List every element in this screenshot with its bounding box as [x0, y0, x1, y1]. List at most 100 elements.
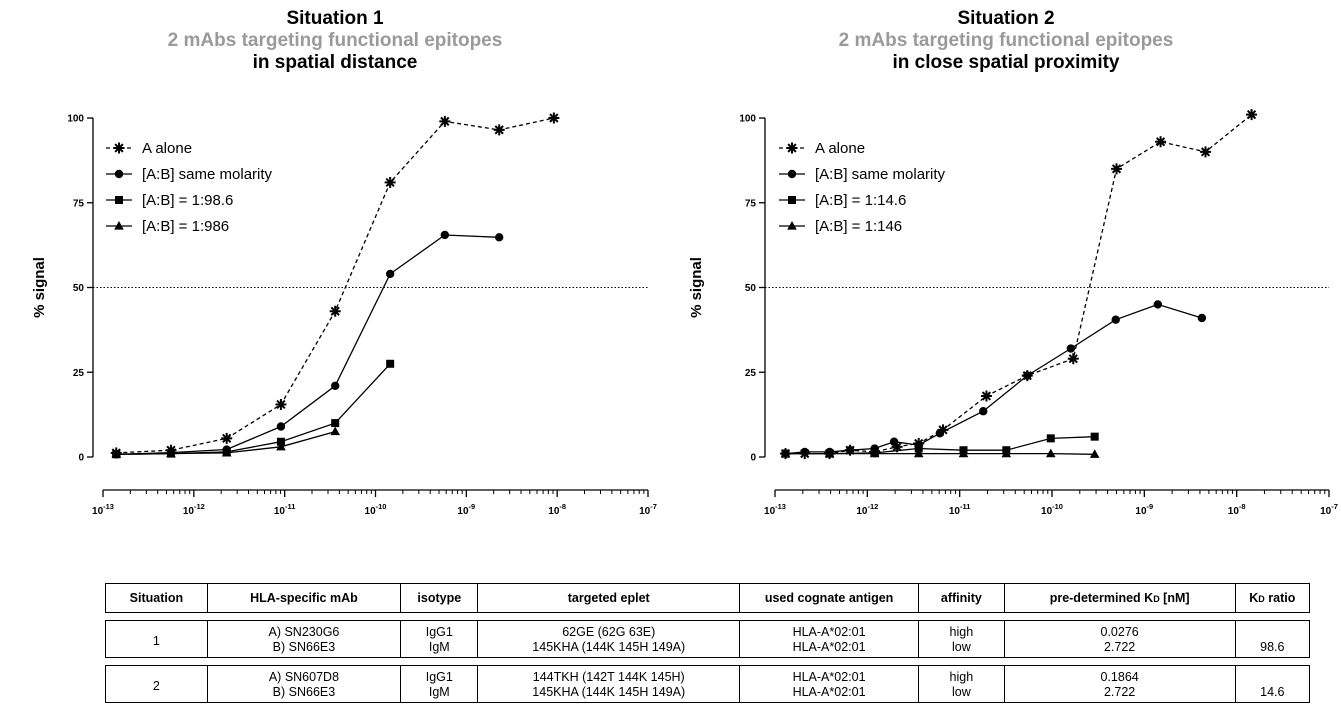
- data-point: [329, 305, 341, 317]
- data-point: [979, 407, 988, 416]
- cell-eplet: 62GE (62G 63E): [477, 620, 741, 639]
- header-affinity: affinity: [918, 583, 1005, 613]
- data-point: [980, 390, 992, 402]
- series-circle: [781, 300, 1207, 458]
- data-point: [824, 448, 835, 458]
- cell-isotype: IgG1: [400, 665, 479, 684]
- x-tick-exponent: -7: [1331, 502, 1338, 511]
- x-tick-label: 10-11: [949, 502, 971, 517]
- x-tick-base: 10: [856, 506, 868, 517]
- data-point: [494, 233, 504, 242]
- data-point: [1200, 146, 1212, 158]
- data-point: [439, 115, 451, 127]
- data-point: [276, 422, 286, 431]
- x-tick-base: 10: [457, 506, 469, 517]
- header-ratio-subscript: D: [1258, 594, 1265, 604]
- table-spacer: [105, 612, 1310, 621]
- chart-titles: Situation 1 2 mAbs targeting functional …: [0, 8, 670, 74]
- x-tick-exponent: -12: [194, 502, 205, 511]
- legend: A alone [A:B] same molarity [A:B] = 1:14.6…: [779, 140, 946, 235]
- cell-mab: A) SN607D8: [206, 665, 402, 684]
- data-point: [1111, 163, 1123, 175]
- asterisk-stroke: [1068, 354, 1078, 364]
- cell-isotype: IgM: [400, 639, 479, 658]
- x-tick-base: 10: [365, 506, 377, 517]
- y-tick-label: 75: [73, 198, 85, 209]
- cell-ratio: [1234, 665, 1311, 684]
- cell-situation: 2: [105, 665, 208, 703]
- data-point: [111, 449, 122, 458]
- series-line: [116, 234, 500, 455]
- chart-subtitle: 2 mAbs targeting functional epitopes: [167, 30, 503, 51]
- data-point: [1089, 449, 1100, 458]
- x-tick-label: 10-8: [1228, 502, 1246, 517]
- data-point: [384, 176, 396, 188]
- chart-title: Situation 2: [957, 8, 1055, 29]
- cell-ratio: [1234, 620, 1311, 639]
- header-ratio-tail: ratio: [1264, 591, 1296, 605]
- y-tick-label: 100: [67, 114, 84, 125]
- x-tick-base: 10: [1135, 506, 1147, 517]
- y-tick-label: 0: [750, 453, 756, 464]
- cell-affinity: low: [918, 639, 1005, 658]
- series-triangle: [111, 426, 340, 458]
- asterisk-stroke: [1111, 164, 1122, 174]
- header-mab: HLA-specific mAb: [206, 583, 402, 613]
- data-point: [913, 448, 924, 458]
- cell-ratio: 14.6: [1234, 684, 1311, 703]
- data-point: [1197, 313, 1207, 323]
- y-tick-label: 50: [745, 283, 757, 294]
- legend-label: [A:B] = 1:146: [815, 218, 902, 235]
- cell-ratio: 98.6: [1234, 639, 1311, 658]
- legend-marker: [787, 221, 797, 230]
- data-point: [330, 426, 340, 436]
- data-point: [221, 432, 233, 444]
- y-axis-label: % signal: [31, 257, 48, 318]
- legend-marker: [788, 196, 796, 204]
- header-kd-ratio: KD ratio: [1234, 583, 1311, 613]
- asterisk-stroke: [330, 306, 340, 316]
- asterisk-stroke: [494, 125, 504, 135]
- x-tick-label: 10-8: [548, 502, 566, 517]
- chart-subtitle: 2 mAbs targeting functional epitopes: [838, 30, 1174, 51]
- x-tick-label: 10-12: [183, 502, 205, 517]
- table-row: B) SN66E3 IgM 145KHA (144K 145H 149A) HL…: [106, 639, 1311, 658]
- series-asterisk: [780, 109, 1258, 460]
- asterisk-stroke: [114, 143, 124, 153]
- series-line: [785, 303, 1203, 455]
- cell-situation: 1: [105, 620, 208, 658]
- cell-kd: 2.722: [1003, 684, 1236, 703]
- x-tick-base: 10: [548, 506, 560, 517]
- x-tick-exponent: -13: [103, 502, 114, 511]
- x-tick-base: 10: [1041, 506, 1053, 517]
- table-row: 1 A) SN230G6 IgG1 62GE (62G 63E) HLA-A*0…: [105, 620, 1311, 658]
- data-point: [914, 444, 923, 453]
- data-point: [386, 359, 395, 368]
- data-point: [935, 429, 945, 438]
- data-point: [548, 112, 560, 124]
- header-kd-subscript: D: [1153, 594, 1160, 604]
- x-tick-base: 10: [764, 506, 776, 517]
- data-point: [958, 448, 969, 458]
- data-point: [1153, 300, 1163, 309]
- antibody-table-wrapper: Situation HLA-specific mAb isotype targe…: [105, 583, 1311, 703]
- x-tick-exponent: -13: [775, 502, 786, 511]
- header-eplet: targeted eplet: [477, 583, 741, 613]
- legend-label: A alone: [142, 140, 192, 157]
- cell-mab: B) SN66E3: [206, 684, 402, 703]
- data-point: [1066, 344, 1076, 353]
- series-circle: [112, 230, 504, 459]
- cell-antigen: HLA-A*02:01: [739, 639, 920, 658]
- x-tick-label: 10-9: [457, 502, 475, 517]
- header-antigen: used cognate antigen: [739, 583, 920, 613]
- legend-label: [A:B] same molarity: [142, 166, 273, 183]
- asterisk-stroke: [1155, 137, 1166, 147]
- cell-antigen: HLA-A*02:01: [739, 684, 920, 703]
- series-triangle: [780, 448, 1100, 458]
- asterisk-stroke: [787, 143, 797, 153]
- data-point: [1067, 353, 1079, 365]
- legend-marker: [787, 169, 797, 179]
- x-tick-exponent: -10: [1052, 502, 1063, 511]
